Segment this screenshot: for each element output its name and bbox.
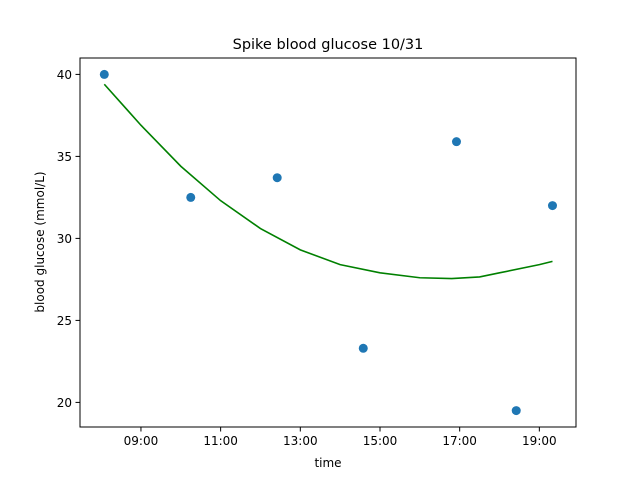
plot-area <box>99 69 557 416</box>
data-point <box>451 137 461 147</box>
x-tick-label: 17:00 <box>442 434 477 448</box>
x-axis-label: time <box>314 456 341 470</box>
data-point <box>358 343 368 353</box>
data-point <box>99 69 109 79</box>
y-axis-label: blood glucose (mmol/L) <box>33 171 47 312</box>
data-point <box>272 173 282 183</box>
y-tick-label: 40 <box>57 68 72 82</box>
y-tick-label: 25 <box>57 314 72 328</box>
x-tick-label: 09:00 <box>124 434 159 448</box>
x-tick-label: 11:00 <box>203 434 238 448</box>
data-point <box>547 201 557 211</box>
data-point <box>511 406 521 416</box>
x-tick-label: 13:00 <box>283 434 318 448</box>
data-point <box>186 192 196 202</box>
y-tick-label: 35 <box>57 150 72 164</box>
x-axis: 09:00 11:00 13:00 15:00 17:00 19:00 <box>124 427 557 448</box>
fit-curve <box>103 83 553 280</box>
plot-frame <box>79 57 577 428</box>
chart-title: Spike blood glucose 10/31 <box>233 37 424 53</box>
y-tick-label: 30 <box>57 232 72 246</box>
x-tick-label: 15:00 <box>363 434 398 448</box>
y-axis: 20 25 30 35 40 <box>57 68 80 410</box>
y-tick-label: 20 <box>57 396 72 410</box>
x-tick-label: 19:00 <box>522 434 557 448</box>
